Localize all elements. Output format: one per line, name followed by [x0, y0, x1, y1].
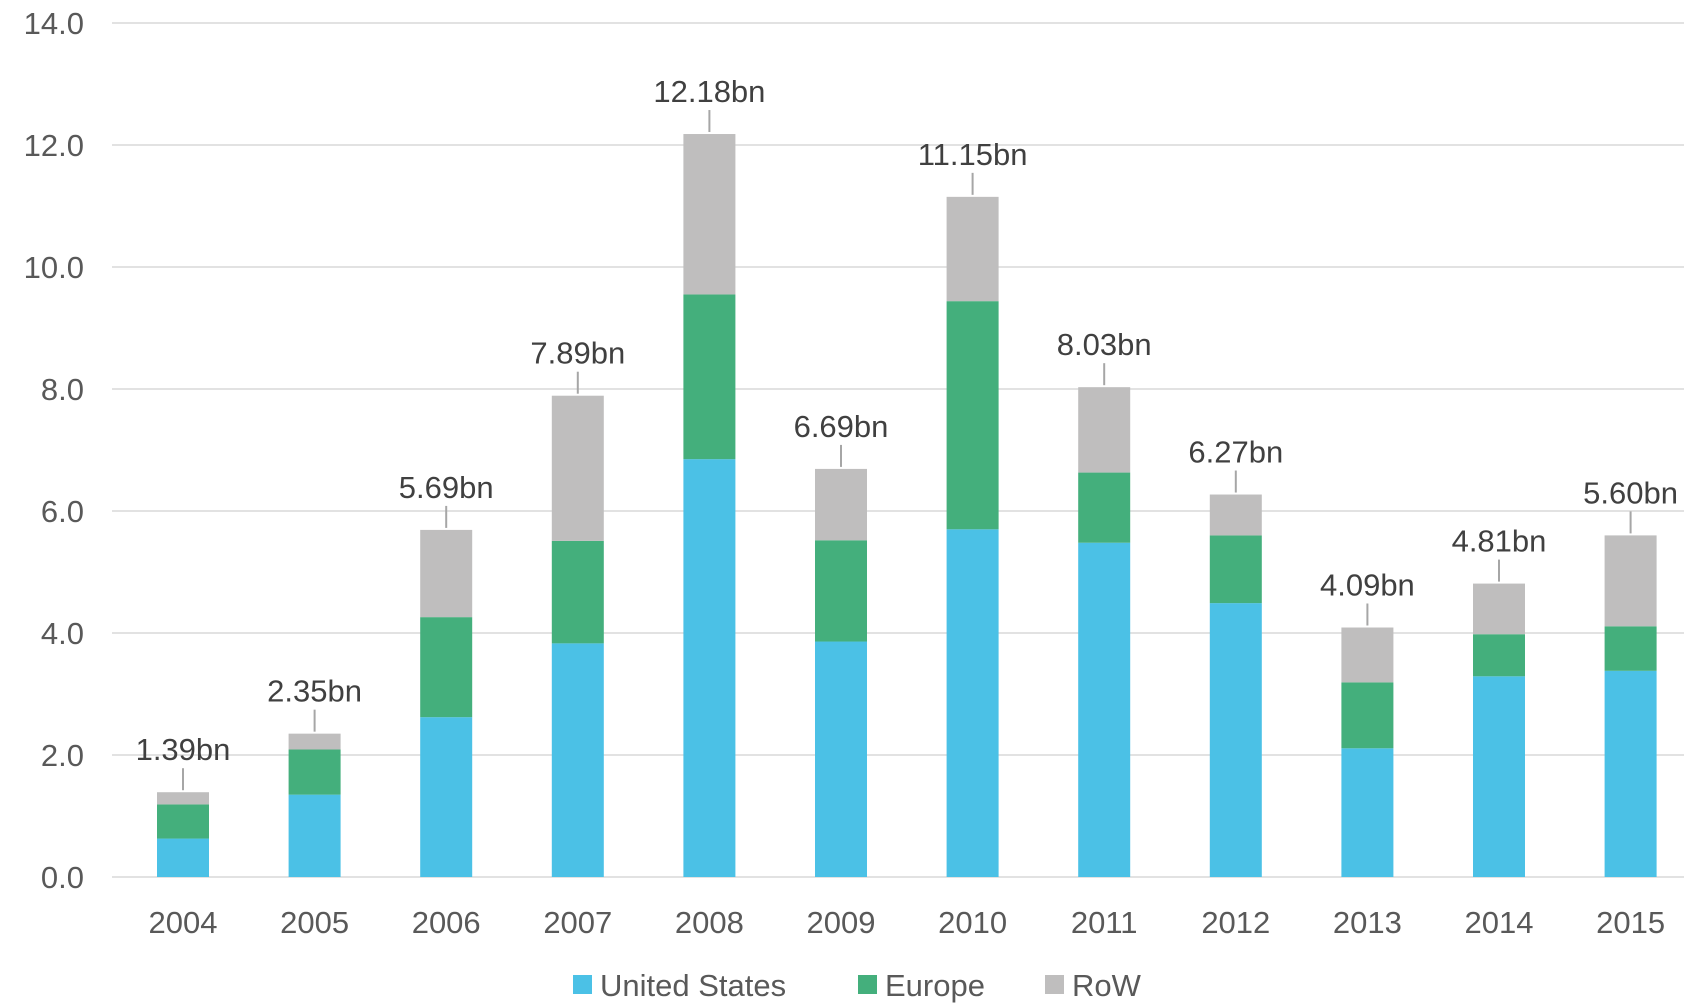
bar-segment-row — [1473, 583, 1525, 635]
bar-segment-europe — [1209, 535, 1262, 604]
bar-segment-row — [1209, 494, 1262, 536]
bar-segment-united-states — [157, 838, 209, 877]
x-tick-label: 2010 — [938, 905, 1007, 940]
y-tick-label: 12.0 — [24, 128, 84, 163]
bar-segment-europe — [288, 749, 341, 795]
legend-label: Europe — [885, 968, 985, 1003]
data-label: 2.35bn — [267, 674, 362, 709]
data-label: 8.03bn — [1057, 327, 1152, 362]
bar-segment-united-states — [946, 529, 999, 877]
bar-segment-united-states — [1078, 542, 1131, 877]
y-tick-label: 6.0 — [41, 494, 84, 529]
data-label: 7.89bn — [530, 336, 625, 371]
bar-segment-row — [1078, 387, 1131, 473]
data-label: 6.69bn — [794, 409, 889, 444]
x-tick-label: 2012 — [1201, 905, 1270, 940]
bar-segment-europe — [157, 804, 209, 839]
y-tick-label: 8.0 — [41, 372, 84, 407]
x-tick-label: 2014 — [1465, 905, 1534, 940]
legend-label: United States — [600, 968, 786, 1003]
x-tick-label: 2009 — [807, 905, 876, 940]
data-label: 1.39bn — [136, 732, 231, 767]
bar-segment-united-states — [815, 641, 867, 877]
x-tick-label: 2007 — [543, 905, 612, 940]
y-tick-label: 14.0 — [24, 6, 84, 41]
legend-swatch — [858, 975, 877, 994]
bar-segment-europe — [1341, 682, 1394, 749]
bar-segment-row — [946, 196, 999, 302]
x-tick-label: 2015 — [1596, 905, 1665, 940]
bar-segment-united-states — [288, 794, 341, 877]
bar-segment-united-states — [683, 459, 736, 877]
bar-segment-europe — [1604, 626, 1657, 671]
bar-segment-europe — [1473, 634, 1525, 677]
data-label: 6.27bn — [1188, 435, 1283, 470]
gridlines — [112, 22, 1684, 878]
bar-segment-row — [683, 134, 736, 295]
bar-segment-europe — [1078, 472, 1131, 543]
x-tick-label: 2006 — [412, 905, 481, 940]
bar-segment-row — [1604, 535, 1657, 627]
data-labels: 1.39bn 2.35bn 5.69bn 7.89bn 12.18bn 6.69bn 11.… — [136, 74, 1678, 767]
y-tick-label: 0.0 — [41, 860, 84, 895]
y-tick-label: 10.0 — [24, 250, 84, 285]
bar-segment-row — [288, 733, 341, 750]
data-label: 4.09bn — [1320, 568, 1415, 603]
data-label: 12.18bn — [653, 74, 765, 109]
y-tick-label: 4.0 — [41, 616, 84, 651]
bar-segment-row — [815, 468, 867, 541]
legend-swatch — [1045, 975, 1064, 994]
legend: United States Europe RoW — [573, 968, 1142, 1003]
data-label-leaders — [182, 110, 1632, 791]
bar-segment-row — [420, 529, 473, 618]
bar-segment-united-states — [1341, 748, 1394, 877]
data-label: 5.69bn — [399, 470, 494, 505]
y-tick-label: 2.0 — [41, 738, 84, 773]
data-label: 5.60bn — [1583, 475, 1678, 510]
bars — [157, 134, 1657, 877]
bar-segment-europe — [946, 301, 999, 530]
bar-segment-united-states — [1604, 670, 1657, 877]
bar-segment-row — [1341, 627, 1394, 683]
bar-segment-row — [157, 792, 209, 805]
data-label: 11.15bn — [918, 137, 1028, 172]
x-tick-label: 2005 — [280, 905, 349, 940]
bar-segment-united-states — [420, 717, 473, 877]
bar-segment-europe — [815, 540, 867, 642]
x-axis-ticks: 2004 2005 2006 2007 2008 2009 2010 2011 2012 2013… — [149, 905, 1666, 940]
x-tick-label: 2004 — [149, 905, 218, 940]
x-tick-label: 2011 — [1071, 905, 1138, 940]
bar-segment-row — [551, 395, 604, 541]
legend-swatch — [573, 975, 592, 994]
bar-segment-united-states — [551, 643, 604, 877]
legend-label: RoW — [1072, 968, 1142, 1003]
bar-segment-europe — [683, 294, 736, 460]
bar-segment-europe — [551, 540, 604, 644]
bar-segment-united-states — [1473, 676, 1525, 877]
x-tick-label: 2008 — [675, 905, 744, 940]
y-axis-ticks: 0.0 2.0 4.0 6.0 8.0 10.0 12.0 14.0 — [24, 6, 84, 895]
x-tick-label: 2013 — [1333, 905, 1402, 940]
bar-segment-europe — [420, 617, 473, 718]
data-label: 4.81bn — [1452, 524, 1547, 559]
bar-segment-united-states — [1209, 603, 1262, 877]
